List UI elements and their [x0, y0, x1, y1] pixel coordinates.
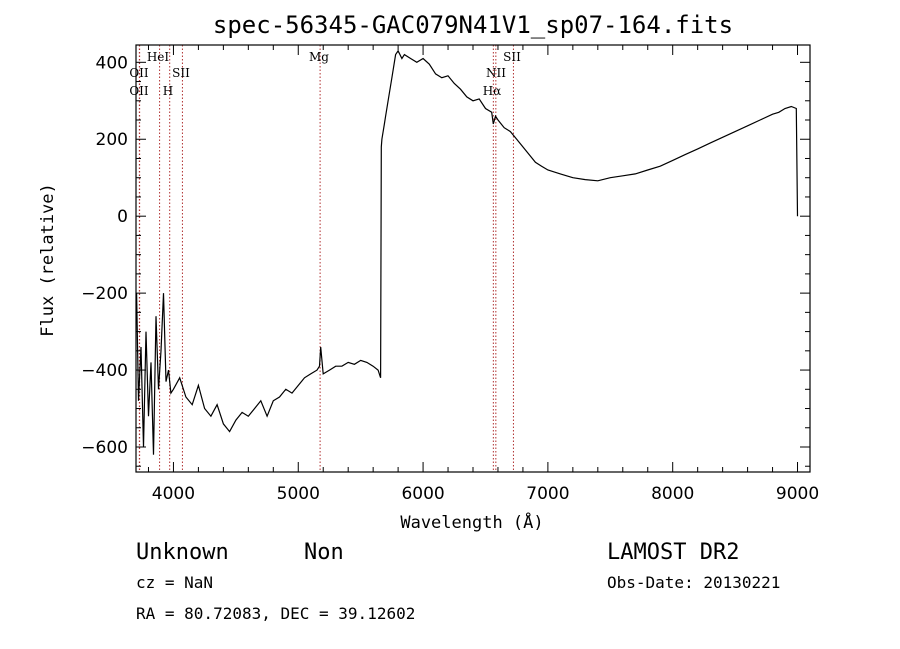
y-tick-label: 200	[96, 130, 128, 150]
emission-line-label: HeI	[147, 50, 170, 64]
emission-line-label: H	[163, 84, 173, 98]
spectral-subclass: Non	[304, 540, 344, 565]
y-axis-label: Flux (relative)	[38, 183, 58, 337]
x-tick-label: 9000	[776, 484, 819, 504]
emission-line-label: SII	[503, 50, 521, 64]
spectral-class: Unknown	[136, 540, 229, 565]
emission-line-label: OII	[129, 84, 149, 98]
plot-frame	[135, 44, 811, 473]
x-tick-label: 8000	[651, 484, 694, 504]
survey-name: LAMOST DR2	[607, 540, 739, 565]
x-tick-label: 6000	[401, 484, 444, 504]
emission-line-label: NII	[486, 66, 506, 80]
y-tick-label: 0	[117, 207, 128, 227]
x-tick-label: 4000	[152, 484, 195, 504]
y-tick-label: −200	[81, 284, 128, 304]
x-tick-label: 7000	[526, 484, 569, 504]
spectrum-series-line	[136, 49, 799, 455]
x-tick-label: 5000	[277, 484, 320, 504]
coordinates: RA = 80.72083, DEC = 39.12602	[136, 604, 415, 623]
emission-line-label: SII	[172, 66, 190, 80]
chart-title: spec-56345-GAC079N41V1_sp07-164.fits	[213, 11, 733, 39]
x-axis-label: Wavelength (Å)	[400, 511, 543, 533]
y-tick-label: −600	[81, 438, 128, 458]
y-tick-label: 400	[96, 53, 128, 73]
axis-ticks: 4000 5000 6000 7000 8000 9000 −600 −400 −200 0 200…	[81, 45, 819, 504]
emission-line-label: Hα	[483, 84, 502, 98]
emission-line-label: Mg	[309, 50, 329, 64]
redshift-value: cz = NaN	[136, 573, 213, 592]
y-tick-label: −400	[81, 361, 128, 381]
observation-date: Obs-Date: 20130221	[607, 573, 780, 592]
